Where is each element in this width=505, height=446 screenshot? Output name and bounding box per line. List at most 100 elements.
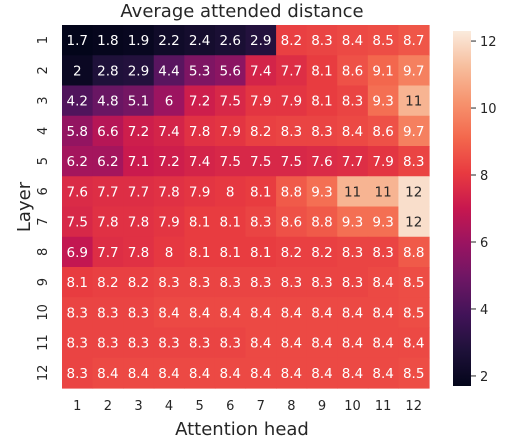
heatmap-cell <box>398 85 430 117</box>
cell-value-label: 12 <box>405 215 422 231</box>
heatmap-cell <box>92 146 124 177</box>
cell-value-label: 8.4 <box>250 366 271 382</box>
heatmap-cell <box>337 297 369 329</box>
cell-value-label: 8.4 <box>342 336 363 352</box>
heatmap-cell <box>276 55 308 87</box>
cell-value-label: 8.2 <box>281 33 302 49</box>
heatmap-cell <box>214 55 247 87</box>
heatmap-cell <box>62 357 94 389</box>
x-tick-label: 9 <box>318 399 326 414</box>
y-tick-label: 9 <box>36 278 51 286</box>
heatmap-cell <box>337 25 369 56</box>
cell-value-label: 8.5 <box>403 275 424 291</box>
heatmap-cell <box>62 236 94 268</box>
heatmap-cell <box>306 357 338 389</box>
cell-value-label: 8.8 <box>311 215 332 231</box>
heatmap-cell <box>92 297 124 329</box>
heatmap-cell <box>153 55 185 87</box>
cell-value-label: 8.4 <box>97 366 118 382</box>
cell-value-label: 1.7 <box>67 33 88 49</box>
cell-value-label: 8.5 <box>403 305 424 321</box>
heatmap-cell <box>123 176 155 208</box>
heatmap-cell <box>367 206 400 238</box>
heatmap-cell <box>62 115 94 147</box>
cell-value-label: 4.8 <box>97 94 118 110</box>
colorbar-tick-label: 8 <box>480 169 488 184</box>
cell-value-label: 8.3 <box>67 305 88 321</box>
cell-value-label: 7.8 <box>128 245 149 261</box>
x-tick-label: 4 <box>165 399 173 414</box>
heatmap-cell <box>184 267 216 298</box>
heatmap-cell <box>62 327 94 359</box>
heatmap-cell <box>398 206 430 238</box>
heatmap-cell <box>153 206 185 238</box>
cell-value-label: 8.1 <box>219 245 240 261</box>
cell-value-label: 7.9 <box>158 215 179 231</box>
cell-value-label: 2.9 <box>128 63 149 79</box>
heatmap-cell <box>245 267 277 298</box>
heatmap-cell <box>245 357 277 389</box>
heatmap-cell <box>276 115 308 147</box>
heatmap-cell <box>153 85 185 117</box>
y-tick-label: 5 <box>36 157 51 165</box>
x-tick-label: 1 <box>73 399 81 414</box>
cell-value-label: 8.6 <box>342 63 363 79</box>
cell-value-label: 8.3 <box>311 124 332 140</box>
cell-value-label: 9.3 <box>372 215 393 231</box>
heatmap-cell <box>337 85 369 117</box>
heatmap-cell <box>306 25 338 56</box>
heatmap-cell <box>337 176 369 208</box>
cell-value-label: 7.9 <box>281 94 302 110</box>
cell-value-label: 11 <box>375 184 392 200</box>
cell-value-label: 8.3 <box>311 275 332 291</box>
chart-title: Average attended distance <box>120 1 363 22</box>
x-tick-label: 5 <box>195 399 203 414</box>
cell-value-label: 8.3 <box>128 336 149 352</box>
heatmap-cell <box>306 206 338 238</box>
heatmap-cell <box>184 236 216 268</box>
heatmap-cell <box>245 85 277 117</box>
heatmap-cell <box>62 25 94 56</box>
cell-value-label: 8.1 <box>311 94 332 110</box>
heatmap-cell <box>123 55 155 87</box>
heatmap-cell <box>337 236 369 268</box>
heatmap-cell <box>245 206 277 238</box>
heatmap-cell <box>153 357 185 389</box>
cell-value-label: 7.4 <box>250 63 271 79</box>
cell-value-label: 8.3 <box>97 336 118 352</box>
heatmap-cell <box>276 297 308 329</box>
cell-value-label: 8.4 <box>128 366 149 382</box>
heatmap-cell <box>367 115 400 147</box>
cell-value-label: 6 <box>165 94 174 110</box>
cell-value-label: 9.7 <box>403 63 424 79</box>
colorbar-tick-label: 10 <box>480 102 497 117</box>
heatmap-cell <box>123 25 155 56</box>
heatmap-cell <box>245 25 277 56</box>
heatmap-cell <box>337 206 369 238</box>
heatmap-cell <box>123 327 155 359</box>
heatmap-cell <box>276 146 308 177</box>
heatmap-cell <box>245 236 277 268</box>
cell-value-label: 8.3 <box>67 366 88 382</box>
heatmap-cell <box>398 327 430 359</box>
cell-value-label: 7.2 <box>189 94 210 110</box>
cell-value-label: 9.3 <box>372 94 393 110</box>
heatmap-cell <box>306 85 338 117</box>
cell-value-label: 8.1 <box>219 215 240 231</box>
cell-value-label: 7.5 <box>219 154 240 170</box>
cell-value-label: 8.3 <box>219 336 240 352</box>
cell-value-label: 8.4 <box>281 336 302 352</box>
heatmap-cell <box>337 327 369 359</box>
heatmap-cell <box>306 55 338 87</box>
cell-value-label: 2.9 <box>250 33 271 49</box>
cell-value-label: 9.7 <box>403 124 424 140</box>
heatmap-cell <box>398 115 430 147</box>
heatmap-cell <box>123 297 155 329</box>
heatmap-cell <box>92 176 124 208</box>
cell-value-label: 7.7 <box>128 184 149 200</box>
cell-value-label: 7.8 <box>97 215 118 231</box>
heatmap-cell <box>214 357 247 389</box>
cell-value-label: 7.5 <box>281 154 302 170</box>
x-tick-labels: 1 2 3 4 5 6 7 8 9 10 11 12 <box>73 399 422 414</box>
